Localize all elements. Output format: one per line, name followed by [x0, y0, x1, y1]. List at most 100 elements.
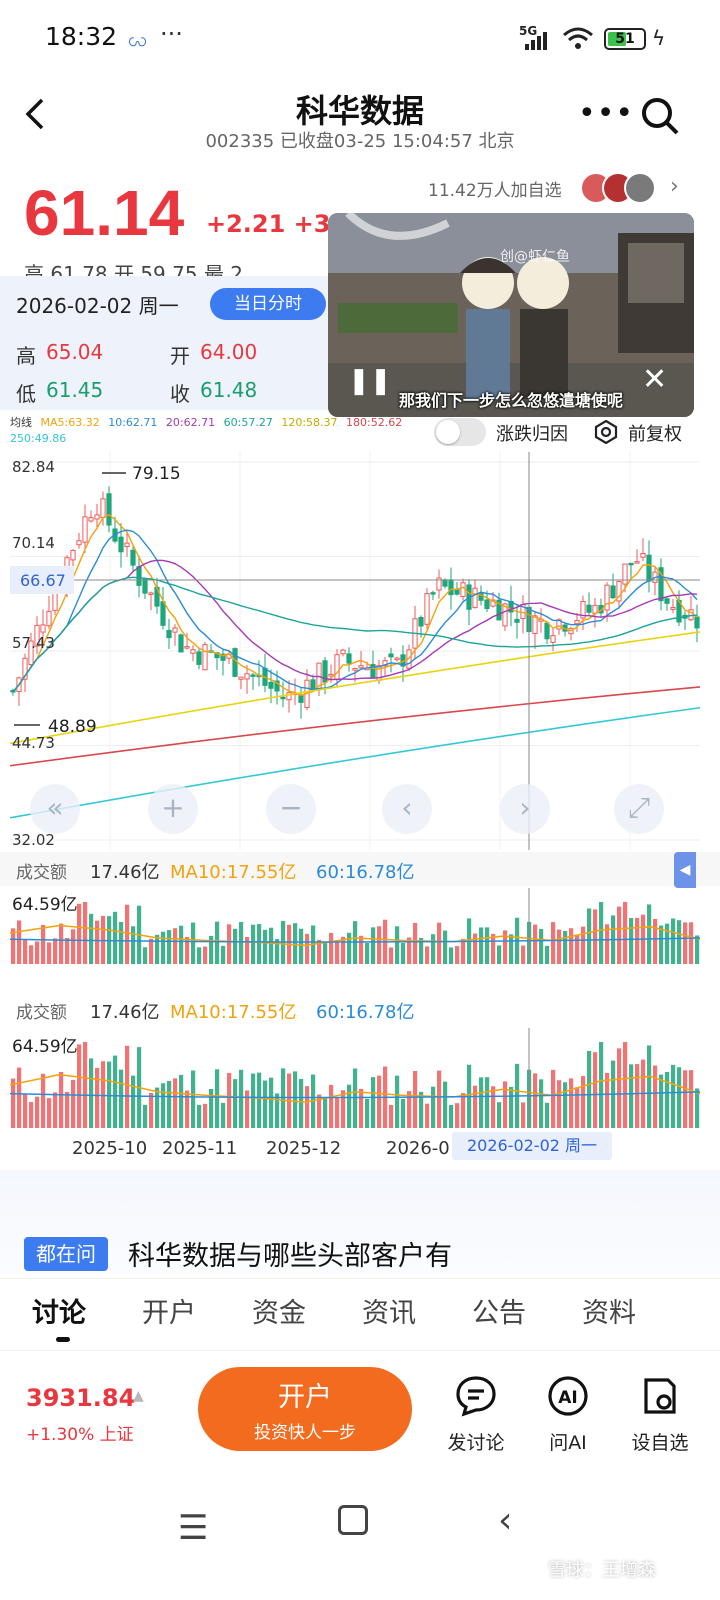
tab-open-account[interactable]: 开户 [142, 1298, 196, 1329]
watch-count[interactable]: 11.42万人加自选 [428, 181, 562, 201]
volume-bar [221, 1102, 226, 1128]
candle-body [430, 592, 436, 595]
volume-bar [257, 1072, 262, 1128]
home-icon[interactable] [338, 1505, 368, 1535]
settings-icon[interactable] [594, 420, 618, 444]
volume-bar [11, 928, 16, 964]
chevron-left-icon[interactable]: ‹ [382, 784, 432, 834]
candle-body [34, 624, 40, 647]
menu-icon[interactable]: ☰ [178, 1508, 209, 1548]
volume-bar [107, 1061, 112, 1128]
volume-bar [521, 1102, 526, 1128]
attribution-toggle[interactable] [434, 418, 486, 446]
volume-bar [695, 1088, 700, 1128]
post-discussion-button[interactable]: 发讨论 [436, 1374, 516, 1455]
volume-bar [239, 1069, 244, 1128]
question-text[interactable]: 科华数据与哪些头部客户有 [128, 1241, 452, 1272]
video-caption: 那我们下一步怎么忽悠遣塘使呢 [398, 391, 623, 410]
volume-bar [557, 1080, 562, 1128]
volume-bar [389, 947, 394, 964]
search-button[interactable] [640, 96, 680, 136]
y-tick: 32.02 [12, 831, 55, 849]
candle-body [580, 600, 586, 619]
volume-bar [395, 1075, 400, 1128]
attribution-label[interactable]: 涨跌归因 [496, 424, 568, 445]
candle-body [280, 696, 286, 700]
chevron-right-icon[interactable]: › [670, 174, 679, 199]
volume-bar [305, 1086, 310, 1128]
tab-bar: 讨论 开户 资金 资讯 公告 资料 [0, 1278, 720, 1350]
volume-bar [113, 1055, 118, 1128]
back-icon[interactable]: ‹ [498, 1500, 513, 1541]
zoom-in-icon[interactable]: + [148, 784, 198, 834]
watchlist-settings-icon [644, 1378, 676, 1414]
x-label: 2026-0 [386, 1138, 450, 1159]
kline-chart[interactable]: 82.84 70.14 57.43 44.73 32.02 66.67 79.1… [10, 452, 700, 850]
volume-bar [533, 1073, 538, 1128]
price-adjust-label[interactable]: 前复权 [628, 424, 682, 445]
volume-bar [179, 1074, 184, 1128]
volume-bar [437, 922, 442, 964]
candle-body [640, 553, 646, 558]
volume-bar [443, 1081, 448, 1128]
candle-body [148, 592, 154, 595]
intraday-button[interactable]: 当日分时 [210, 288, 326, 320]
video-player[interactable] [328, 213, 694, 417]
candle-body [622, 563, 628, 585]
volume-bar [95, 920, 100, 964]
tab-indicator [56, 1337, 70, 1342]
volume-ma60: 60:16.78亿 [316, 1002, 415, 1023]
open-account-button[interactable]: 开户 投资快人一步 [198, 1367, 412, 1451]
volume-bar [365, 942, 370, 964]
index-change[interactable]: +1.30% 上证 [26, 1425, 134, 1445]
pause-icon[interactable]: ❚❚ [348, 366, 392, 396]
volume-chart [10, 1028, 700, 1128]
tab-news[interactable]: 资讯 [362, 1298, 416, 1329]
candle-body [268, 681, 274, 689]
crosshair-value: 66.67 [20, 571, 66, 590]
tab-announcements[interactable]: 公告 [472, 1298, 526, 1329]
volume-bar [17, 920, 22, 964]
candle-body [574, 620, 580, 625]
volume-bar [155, 934, 160, 964]
ma-legend: 均线 MA5:63.32 10:62.71 20:62.71 60:57.27 … [10, 415, 430, 447]
tab-profile[interactable]: 资料 [582, 1298, 636, 1329]
side-panel-tab[interactable]: ◀ [674, 852, 696, 888]
close-icon[interactable]: ✕ [642, 362, 668, 397]
volume-bar [65, 1091, 70, 1128]
volume-bar [329, 932, 334, 964]
index-value[interactable]: 3931.84 [26, 1384, 136, 1412]
tab-discussion[interactable]: 讨论 [32, 1298, 86, 1329]
ask-ai-button[interactable]: AI 问AI [528, 1374, 608, 1455]
rewind-icon[interactable]: « [30, 784, 80, 834]
add-watchlist-button[interactable]: 设自选 [620, 1374, 700, 1455]
close-value: 61.48 [200, 378, 258, 402]
volume-bar [629, 918, 634, 964]
volume-bar [407, 937, 412, 964]
chevron-right-icon[interactable]: › [500, 784, 550, 834]
volume-value: 17.46亿 [90, 862, 160, 883]
more-button[interactable]: ••• [578, 96, 634, 131]
volume-bar [263, 929, 268, 964]
volume-bar [179, 925, 184, 964]
zoom-out-icon[interactable]: − [266, 784, 316, 834]
volume-bar [575, 1087, 580, 1128]
volume-bar [533, 924, 538, 964]
tab-funds[interactable]: 资金 [252, 1298, 306, 1329]
back-button[interactable] [22, 96, 58, 132]
avatar [624, 172, 656, 204]
volume-bar [443, 930, 448, 964]
fullscreen-icon[interactable]: ⤢ [614, 784, 664, 834]
candle-body [382, 660, 388, 667]
volume-bar [41, 924, 46, 964]
volume-bar [671, 918, 676, 964]
watcher-avatars[interactable] [580, 172, 660, 206]
volume-bar [131, 1075, 136, 1128]
volume-ma60: 60:16.78亿 [316, 862, 415, 883]
volume-bar [275, 939, 280, 964]
high-label: 高 [16, 344, 36, 368]
ma5-line [12, 513, 698, 697]
question-banner[interactable] [0, 1170, 720, 1274]
stock-subtitle: 002335 已收盘03-25 15:04:57 北京 [205, 131, 515, 152]
page-title: 科华数据 [295, 92, 424, 130]
